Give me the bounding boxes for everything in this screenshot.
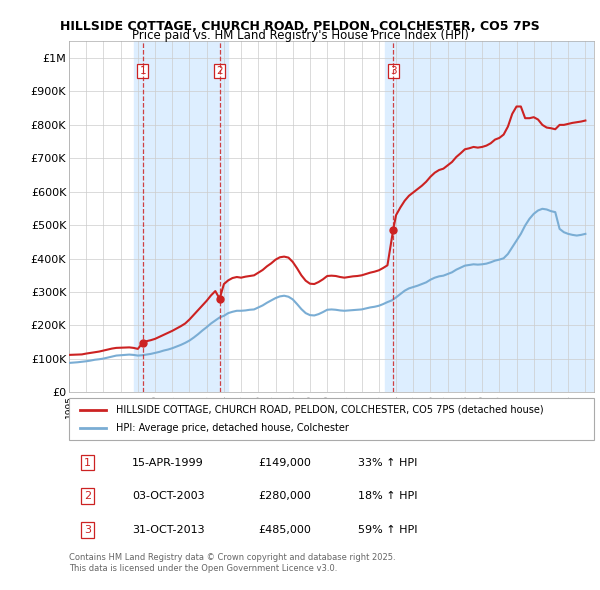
Bar (134, 41, 228, 392)
Text: 3: 3 (390, 67, 397, 76)
Text: 1: 1 (140, 67, 146, 76)
Text: 2: 2 (84, 491, 91, 501)
Text: HILLSIDE COTTAGE, CHURCH ROAD, PELDON, COLCHESTER, CO5 7PS (detached house): HILLSIDE COTTAGE, CHURCH ROAD, PELDON, C… (116, 405, 544, 415)
Text: 33% ↑ HPI: 33% ↑ HPI (358, 458, 417, 468)
Text: Price paid vs. HM Land Registry's House Price Index (HPI): Price paid vs. HM Land Registry's House … (131, 29, 469, 42)
Bar (385, 41, 600, 392)
Text: 3: 3 (84, 525, 91, 535)
Text: £280,000: £280,000 (258, 491, 311, 501)
Text: HILLSIDE COTTAGE, CHURCH ROAD, PELDON, COLCHESTER, CO5 7PS: HILLSIDE COTTAGE, CHURCH ROAD, PELDON, C… (60, 20, 540, 33)
Text: 2: 2 (217, 67, 223, 76)
Text: 03-OCT-2003: 03-OCT-2003 (132, 491, 205, 501)
Text: 1: 1 (84, 458, 91, 468)
Text: 18% ↑ HPI: 18% ↑ HPI (358, 491, 417, 501)
Text: 15-APR-1999: 15-APR-1999 (132, 458, 204, 468)
Text: 31-OCT-2013: 31-OCT-2013 (132, 525, 205, 535)
Text: HPI: Average price, detached house, Colchester: HPI: Average price, detached house, Colc… (116, 423, 349, 433)
Text: £149,000: £149,000 (258, 458, 311, 468)
Text: Contains HM Land Registry data © Crown copyright and database right 2025.
This d: Contains HM Land Registry data © Crown c… (69, 553, 395, 573)
Text: £485,000: £485,000 (258, 525, 311, 535)
Text: 59% ↑ HPI: 59% ↑ HPI (358, 525, 417, 535)
